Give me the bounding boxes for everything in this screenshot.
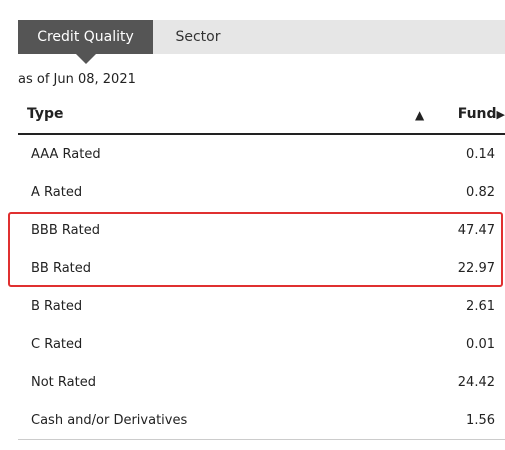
table-row: BBB Rated 47.47 — [18, 211, 505, 249]
table-row: B Rated 2.61 — [18, 287, 505, 325]
tab-credit-quality-label: Credit Quality — [37, 29, 134, 45]
sort-ascending-icon[interactable]: ▲ — [415, 108, 425, 122]
column-header-fund-label: Fund — [457, 106, 497, 122]
as-of-date: as of Jun 08, 2021 — [18, 72, 136, 87]
row-value: 0.01 — [466, 337, 495, 352]
row-value: 0.82 — [466, 185, 495, 200]
row-label: Not Rated — [31, 375, 96, 390]
table-row: Not Rated 24.42 — [18, 363, 505, 401]
row-value: 22.97 — [457, 261, 495, 276]
row-value: 1.56 — [466, 413, 495, 428]
table-row: Cash and/or Derivatives 1.56 — [18, 401, 505, 439]
row-label: C Rated — [31, 337, 83, 352]
tab-sector-label: Sector — [175, 29, 221, 45]
row-value: 47.47 — [457, 223, 495, 238]
tab-sector[interactable]: Sector — [153, 20, 243, 54]
table-row: AAA Rated 0.14 — [18, 135, 505, 173]
row-label: AAA Rated — [31, 147, 101, 162]
row-value: 2.61 — [466, 299, 495, 314]
row-label: Cash and/or Derivatives — [31, 413, 188, 428]
active-tab-pointer-icon — [76, 54, 96, 64]
table-header: Type ▲ Fund▶ — [18, 100, 505, 135]
row-label: BBB Rated — [31, 223, 100, 238]
table-row: BB Rated 22.97 — [18, 249, 505, 287]
table-row: C Rated 0.01 — [18, 325, 505, 363]
table-bottom-divider — [18, 439, 505, 440]
column-header-fund[interactable]: Fund▶ — [458, 106, 505, 122]
tab-bar: Credit Quality Sector — [18, 20, 505, 64]
scroll-right-icon[interactable]: ▶ — [496, 108, 505, 121]
row-label: A Rated — [31, 185, 83, 200]
row-value: 0.14 — [466, 147, 495, 162]
tab-credit-quality[interactable]: Credit Quality — [18, 20, 153, 64]
column-header-type[interactable]: Type — [27, 106, 64, 122]
credit-quality-table: AAA Rated 0.14 A Rated 0.82 BBB Rated 47… — [18, 135, 505, 439]
row-value: 24.42 — [457, 375, 495, 390]
row-label: BB Rated — [31, 261, 92, 276]
table-row: A Rated 0.82 — [18, 173, 505, 211]
row-label: B Rated — [31, 299, 83, 314]
